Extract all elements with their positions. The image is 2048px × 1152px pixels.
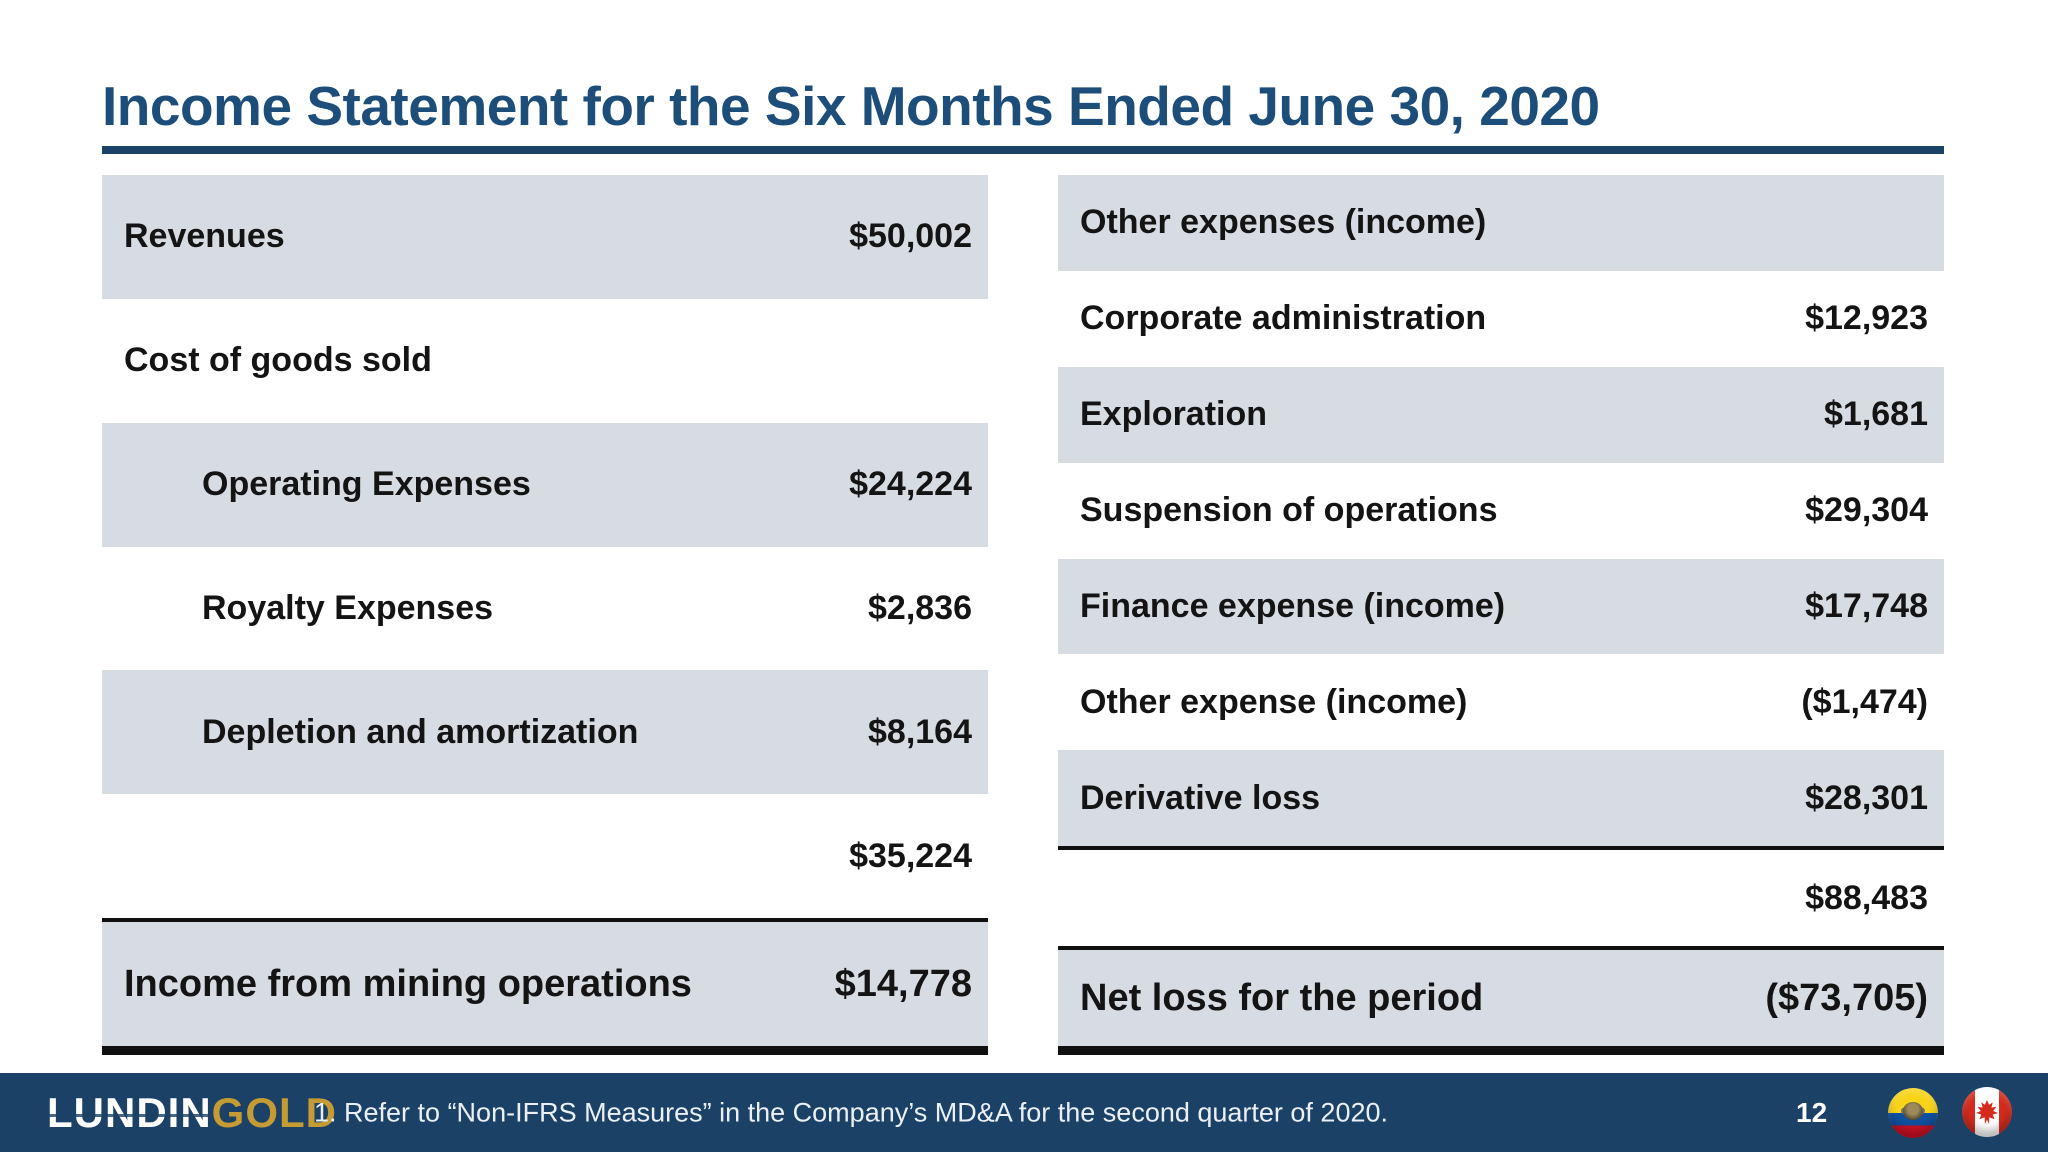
table-row: Finance expense (income) $17,748 <box>1058 558 1944 655</box>
logo-text-gold: GOLD <box>211 1088 337 1136</box>
row-label: Net loss for the period <box>1080 976 1484 1019</box>
slide-title: Income Statement for the Six Months Ende… <box>102 75 1600 137</box>
row-value: $88,483 <box>1805 878 1928 917</box>
table-row: Royalty Expenses $2,836 <box>102 546 988 671</box>
row-label: Depletion and amortization <box>202 712 639 751</box>
row-label: Cost of goods sold <box>124 341 432 380</box>
income-statement-left-table: Revenues $50,002 Cost of goods sold Operati… <box>102 175 988 1056</box>
logo-text-lundin: LUNDIN <box>47 1088 212 1136</box>
row-label: Suspension of operations <box>1080 491 1498 530</box>
table-row: Operating Expenses $24,224 <box>102 422 988 547</box>
table-row: Revenues $50,002 <box>102 175 988 299</box>
slide-footer-bar: LUNDINGOLD 1. Refer to “Non-IFRS Measure… <box>0 1073 2048 1152</box>
row-label: Derivative loss <box>1080 778 1321 817</box>
table-row: Depletion and amortization $8,164 <box>102 670 988 795</box>
table-row: Derivative loss $28,301 <box>1058 750 1944 851</box>
canada-flag-icon <box>1962 1087 2012 1137</box>
row-label: Corporate administration <box>1080 299 1487 338</box>
table-row: Income from mining operations $14,778 <box>102 918 988 1056</box>
row-value: $29,304 <box>1805 491 1928 530</box>
row-label: Finance expense (income) <box>1080 587 1506 625</box>
row-value: $17,748 <box>1805 587 1928 625</box>
page-number: 12 <box>1796 1096 1828 1128</box>
table-row: Corporate administration $12,923 <box>1058 270 1944 367</box>
row-value: ($73,705) <box>1765 976 1928 1019</box>
maple-leaf-icon <box>1976 1100 1998 1124</box>
row-value: $14,778 <box>834 962 972 1005</box>
row-value: $2,836 <box>868 589 972 627</box>
ecuador-flag-icon <box>1888 1088 1938 1138</box>
row-label: Other expenses (income) <box>1080 203 1487 242</box>
row-label: Royalty Expenses <box>202 589 494 627</box>
table-row: $35,224 <box>102 794 988 919</box>
table-row: Other expenses (income) <box>1058 175 1944 271</box>
table-row: Exploration $1,681 <box>1058 366 1944 463</box>
footnote-text: 1. Refer to “Non-IFRS Measures” in the C… <box>314 1097 1389 1127</box>
row-value: $8,164 <box>868 712 972 751</box>
row-value: ($1,474) <box>1801 682 1928 721</box>
row-label: Exploration <box>1080 395 1268 434</box>
row-value: $35,224 <box>849 836 972 875</box>
table-row: Other expense (income) ($1,474) <box>1058 654 1944 751</box>
income-statement-right-table: Other expenses (income) Corporate adminis… <box>1058 175 1944 1056</box>
row-label: Income from mining operations <box>124 962 692 1005</box>
row-label: Other expense (income) <box>1080 682 1468 721</box>
row-value: $12,923 <box>1805 299 1928 338</box>
title-underline-rule <box>102 146 1944 154</box>
row-label: Revenues <box>124 217 285 256</box>
table-row: Suspension of operations $29,304 <box>1058 462 1944 559</box>
row-label: Operating Expenses <box>202 465 531 504</box>
row-value: $50,002 <box>849 217 972 256</box>
table-row: Cost of goods sold <box>102 298 988 423</box>
row-value: $24,224 <box>849 465 972 504</box>
table-row: Net loss for the period ($73,705) <box>1058 946 1944 1056</box>
row-value: $28,301 <box>1805 778 1928 817</box>
ecuador-crest <box>1903 1102 1923 1120</box>
row-value: $1,681 <box>1824 395 1928 434</box>
table-row: $88,483 <box>1058 850 1944 947</box>
lundin-gold-logo: LUNDINGOLD <box>47 1089 337 1137</box>
